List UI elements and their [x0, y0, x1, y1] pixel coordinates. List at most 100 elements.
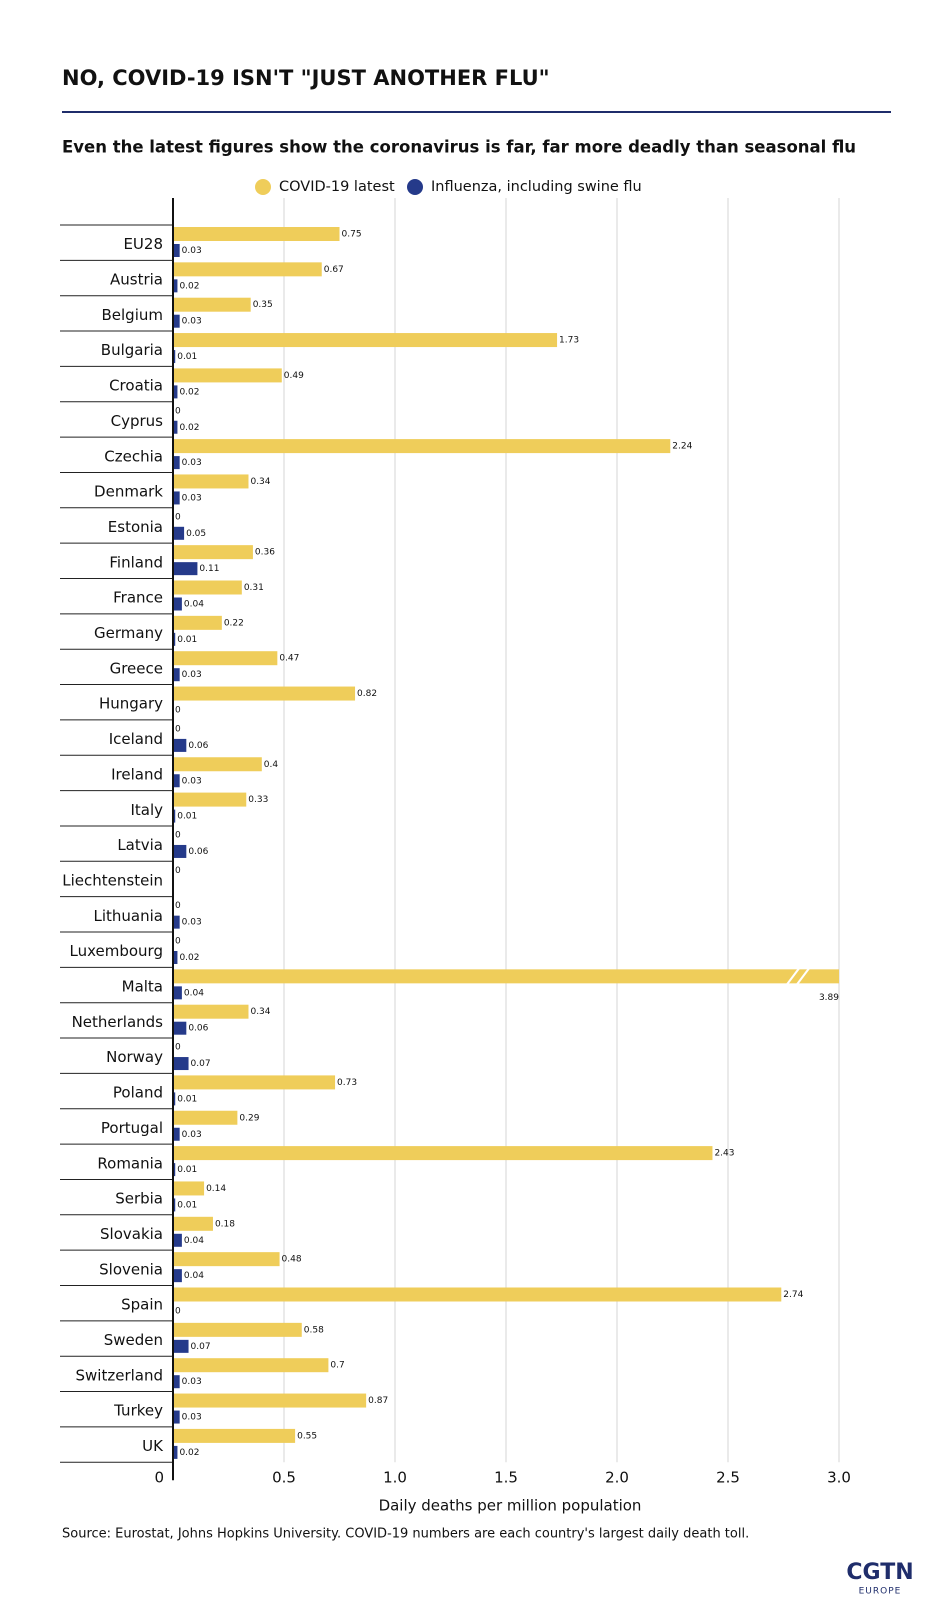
- bar: [173, 1393, 367, 1408]
- category-label: Liechtenstein: [62, 871, 163, 889]
- value-label: 0.01: [177, 1200, 197, 1210]
- bar: [173, 385, 178, 399]
- bar: [173, 1181, 205, 1196]
- bar: [173, 1092, 176, 1106]
- value-label: 0: [175, 1307, 181, 1317]
- bar: [173, 1287, 782, 1302]
- value-label: 0: [175, 706, 181, 716]
- value-label: 0: [175, 512, 181, 522]
- value-label: 1.73: [559, 336, 579, 346]
- category-label: Belgium: [102, 306, 164, 324]
- value-label: 0.7: [330, 1361, 344, 1371]
- value-label: 0.03: [182, 493, 202, 503]
- bar: [173, 915, 180, 929]
- value-label: 0.04: [184, 988, 204, 998]
- bar: [173, 350, 176, 364]
- bar: [173, 1021, 187, 1035]
- value-label: 0.03: [182, 458, 202, 468]
- value-label: 0.03: [182, 1130, 202, 1140]
- value-label: 3.89: [819, 993, 839, 1003]
- bar: [173, 1322, 302, 1337]
- bar: [173, 244, 180, 257]
- bar: [173, 1075, 336, 1090]
- bar: [173, 969, 839, 984]
- category-label: Luxembourg: [70, 942, 164, 960]
- bar: [173, 1110, 238, 1125]
- bar: [173, 986, 182, 1000]
- category-label: Denmark: [94, 483, 163, 501]
- category-label: Serbia: [115, 1190, 163, 1208]
- bar: [173, 809, 176, 823]
- bar: [173, 545, 253, 560]
- x-axis-title: Daily deaths per million population: [379, 1497, 642, 1515]
- bar: [173, 456, 180, 470]
- x-tick-label: 2.5: [716, 1469, 740, 1487]
- category-label: Netherlands: [72, 1013, 164, 1031]
- bar: [173, 1358, 329, 1373]
- value-label: 0.47: [279, 654, 299, 664]
- value-label: 0.02: [179, 423, 199, 433]
- value-label: 0.35: [253, 300, 273, 310]
- bar: [173, 297, 251, 312]
- value-label: 0.01: [177, 1094, 197, 1104]
- value-label: 2.43: [714, 1149, 734, 1159]
- bar: [173, 686, 356, 701]
- axis-break: [796, 967, 810, 985]
- bar: [173, 597, 182, 611]
- bar: [173, 1428, 296, 1443]
- value-label: 0.01: [177, 635, 197, 645]
- category-label: France: [113, 589, 163, 607]
- value-label: 0.02: [179, 1448, 199, 1458]
- bar: [173, 1410, 180, 1424]
- bar: [173, 632, 176, 646]
- bar: [173, 1233, 182, 1247]
- value-label: 0.04: [184, 1236, 204, 1246]
- value-label: 0: [175, 937, 181, 947]
- category-label: Spain: [121, 1296, 163, 1314]
- legend-swatch: [407, 179, 423, 195]
- value-label: 0: [175, 1043, 181, 1053]
- value-label: 0: [175, 724, 181, 734]
- logo: CGTN: [846, 1560, 913, 1585]
- bar: [173, 262, 322, 277]
- bar: [173, 1339, 189, 1353]
- value-label: 0.22: [224, 618, 244, 628]
- source-note: Source: Eurostat, Johns Hopkins Universi…: [62, 1527, 749, 1542]
- value-label: 0.34: [250, 477, 270, 487]
- value-label: 0.55: [297, 1431, 317, 1441]
- value-label: 0.14: [206, 1184, 226, 1194]
- category-label: Latvia: [117, 836, 163, 854]
- x-tick-label: 0: [154, 1469, 164, 1487]
- category-label: Romania: [97, 1154, 163, 1172]
- chart-subtitle: Even the latest figures show the coronav…: [62, 138, 856, 157]
- x-tick-label: 1.5: [494, 1469, 518, 1487]
- value-label: 0: [175, 830, 181, 840]
- value-label: 0.04: [184, 1271, 204, 1281]
- category-label: Malta: [122, 978, 163, 996]
- bar: [173, 757, 262, 772]
- value-label: 0.07: [191, 1342, 211, 1352]
- value-label: 0.03: [182, 776, 202, 786]
- bar: [173, 792, 247, 807]
- value-label: 0.73: [337, 1078, 357, 1088]
- bar: [173, 491, 180, 505]
- category-label: EU28: [123, 235, 163, 253]
- value-label: 0.02: [179, 281, 199, 291]
- bar: [173, 1269, 182, 1283]
- legend-swatch: [255, 179, 271, 195]
- value-label: 0.58: [304, 1325, 324, 1335]
- category-label: Bulgaria: [101, 341, 163, 359]
- bar: [173, 1445, 178, 1459]
- category-label: Ireland: [111, 765, 163, 783]
- bar: [173, 738, 187, 752]
- bar: [173, 333, 558, 348]
- category-label: Norway: [106, 1048, 163, 1066]
- legend-label: Influenza, including swine flu: [431, 179, 642, 195]
- bar: [173, 1057, 189, 1071]
- value-label: 2.24: [672, 442, 692, 452]
- value-label: 0.02: [179, 953, 199, 963]
- category-label: Czechia: [104, 447, 163, 465]
- value-label: 0.02: [179, 387, 199, 397]
- value-label: 0: [175, 866, 181, 876]
